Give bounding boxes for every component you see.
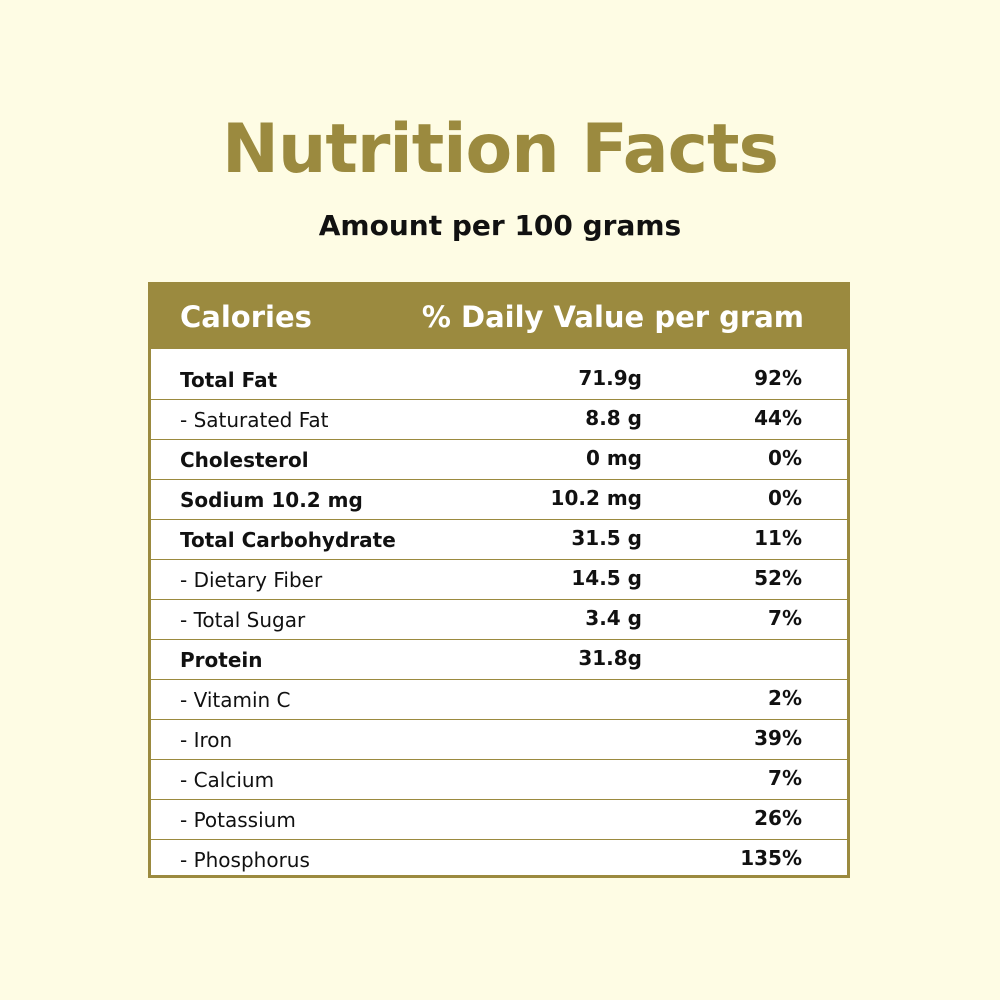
table-row: - Saturated Fat 8.8 g 44% bbox=[151, 400, 847, 440]
nutrient-amount: 3.4 g bbox=[585, 606, 642, 630]
table-row: - Iron 39% bbox=[151, 720, 847, 760]
nutrient-amount: 31.5 g bbox=[571, 526, 642, 550]
table-row: - Calcium 7% bbox=[151, 760, 847, 800]
nutrient-name: - Potassium bbox=[180, 808, 296, 832]
nutrition-table: Calories % Daily Value per gram Total Fa… bbox=[148, 282, 850, 878]
nutrient-amount: 71.9g bbox=[578, 366, 642, 390]
nutrient-name: Protein bbox=[180, 648, 263, 672]
table-row: - Potassium 26% bbox=[151, 800, 847, 840]
nutrient-name: - Saturated Fat bbox=[180, 408, 329, 432]
header-calories: Calories bbox=[180, 300, 312, 334]
nutrient-name: Cholesterol bbox=[180, 448, 309, 472]
page-title: Nutrition Facts bbox=[222, 110, 779, 189]
nutrient-daily-value: 2% bbox=[768, 686, 802, 710]
nutrient-amount: 10.2 mg bbox=[550, 486, 642, 510]
nutrient-daily-value: 0% bbox=[768, 486, 802, 510]
nutrient-daily-value: 7% bbox=[768, 766, 802, 790]
table-row: Protein 31.8g bbox=[151, 640, 847, 680]
table-row: Total Carbohydrate 31.5 g 11% bbox=[151, 520, 847, 560]
nutrient-daily-value: 26% bbox=[754, 806, 802, 830]
nutrient-daily-value: 11% bbox=[754, 526, 802, 550]
nutrient-daily-value: 92% bbox=[754, 366, 802, 390]
header-daily-value: % Daily Value per gram bbox=[421, 300, 804, 334]
nutrient-name: - Iron bbox=[180, 728, 233, 752]
nutrient-amount: 14.5 g bbox=[571, 566, 642, 590]
nutrient-name: - Total Sugar bbox=[180, 608, 306, 632]
nutrient-name: - Calcium bbox=[180, 768, 275, 792]
nutrient-name: Total Carbohydrate bbox=[180, 528, 396, 552]
table-row: - Phosphorus 135% bbox=[151, 840, 847, 880]
nutrient-daily-value: 52% bbox=[754, 566, 802, 590]
nutrient-name: - Dietary Fiber bbox=[180, 568, 323, 592]
nutrient-name: - Phosphorus bbox=[180, 848, 310, 872]
nutrient-daily-value: 0% bbox=[768, 446, 802, 470]
nutrient-amount: 31.8g bbox=[578, 646, 642, 670]
nutrient-name: Sodium 10.2 mg bbox=[180, 488, 363, 512]
nutrient-daily-value: 135% bbox=[740, 846, 802, 870]
table-row: - Vitamin C 2% bbox=[151, 680, 847, 720]
table-row: - Dietary Fiber 14.5 g 52% bbox=[151, 560, 847, 600]
nutrient-daily-value: 44% bbox=[754, 406, 802, 430]
table-row: Sodium 10.2 mg 10.2 mg 0% bbox=[151, 480, 847, 520]
table-row: Cholesterol 0 mg 0% bbox=[151, 440, 847, 480]
nutrient-name: Total Fat bbox=[180, 368, 278, 392]
table-header: Calories % Daily Value per gram bbox=[151, 285, 847, 349]
nutrient-name: - Vitamin C bbox=[180, 688, 291, 712]
nutrient-daily-value: 39% bbox=[754, 726, 802, 750]
table-row: - Total Sugar 3.4 g 7% bbox=[151, 600, 847, 640]
table-row: Total Fat 71.9g 92% bbox=[151, 360, 847, 400]
nutrient-amount: 0 mg bbox=[585, 446, 642, 470]
table-body: Total Fat 71.9g 92% - Saturated Fat 8.8 … bbox=[151, 360, 847, 880]
page-subtitle: Amount per 100 grams bbox=[318, 209, 682, 242]
nutrient-amount: 8.8 g bbox=[585, 406, 642, 430]
nutrient-daily-value: 7% bbox=[768, 606, 802, 630]
